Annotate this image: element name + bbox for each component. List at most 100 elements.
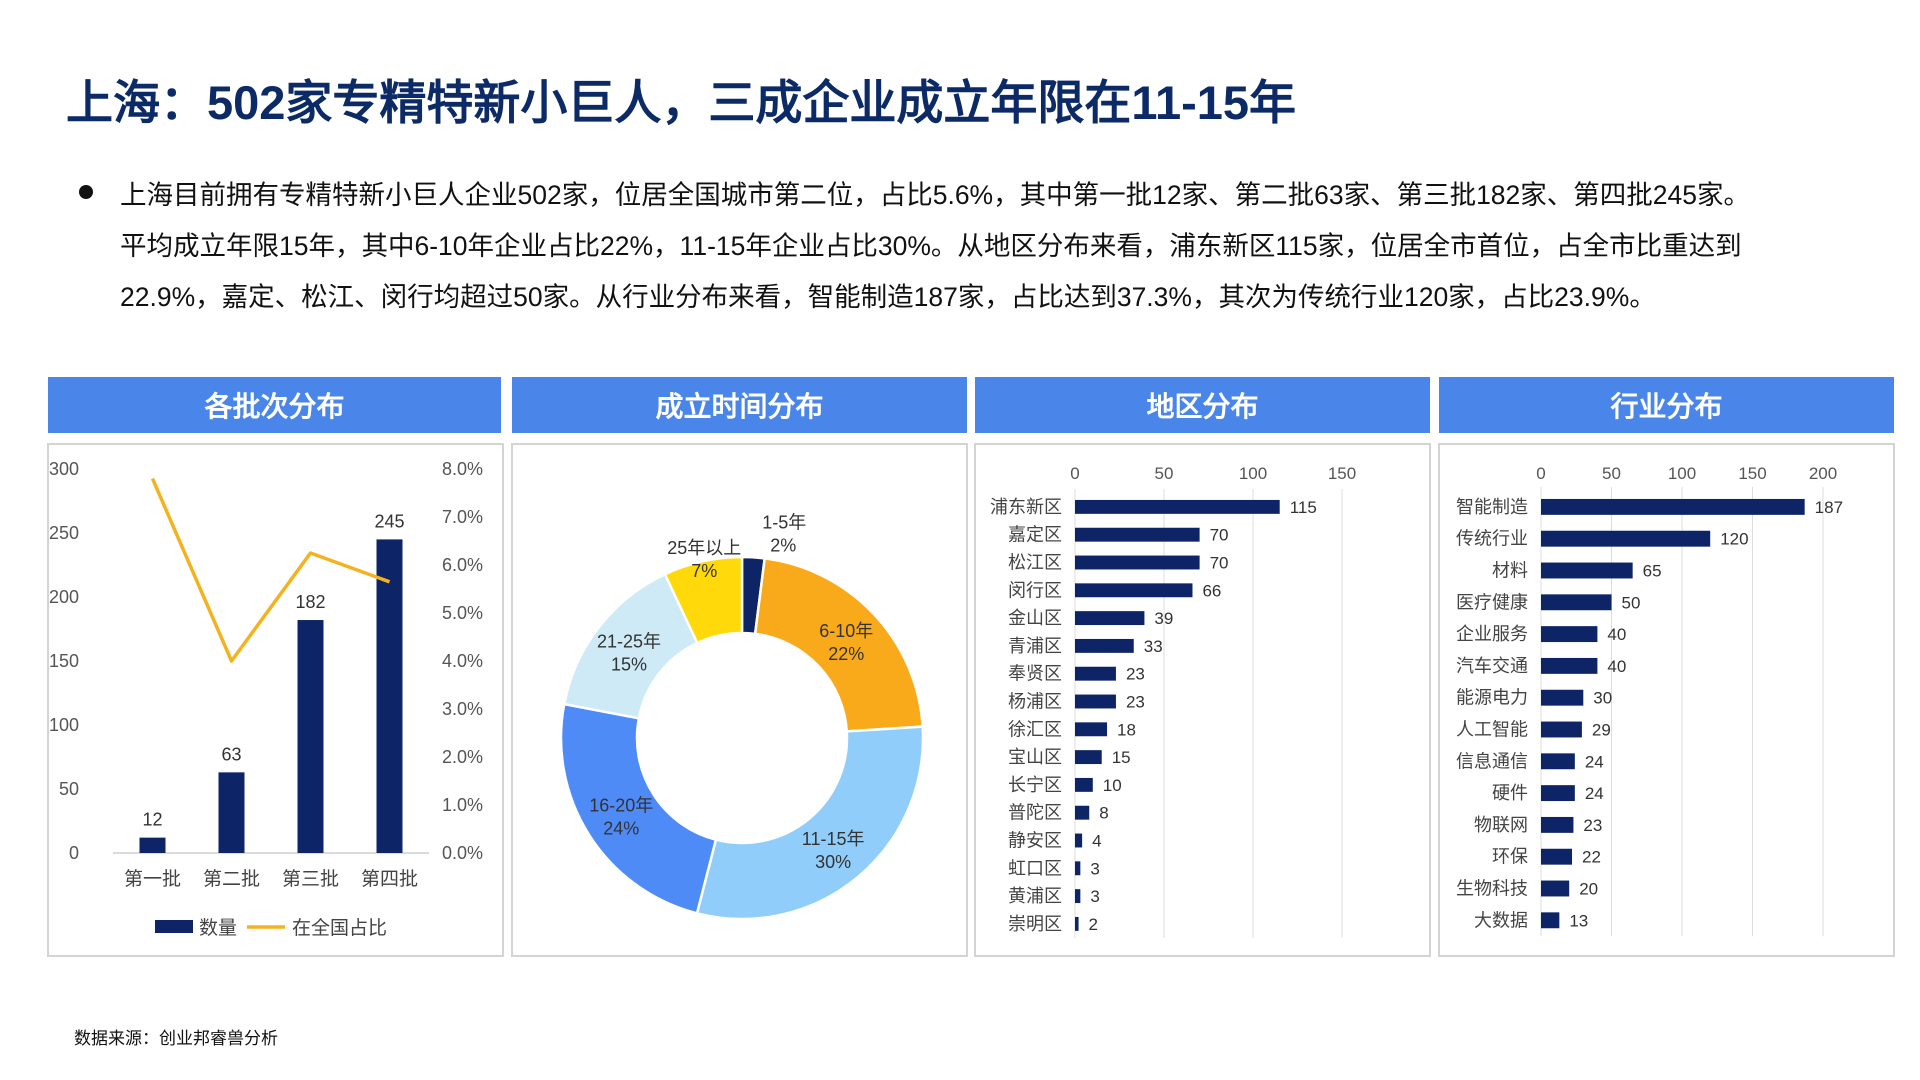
bar xyxy=(1075,916,1079,931)
category-label: 企业服务 xyxy=(1456,624,1528,644)
bar xyxy=(1541,530,1711,547)
bar xyxy=(1541,657,1598,674)
page-title: 上海：502家专精特新小巨人，三成企业成立年限在11-15年 xyxy=(66,76,1297,129)
donut-slice xyxy=(559,702,718,915)
bar xyxy=(1075,694,1116,709)
data-label: 23 xyxy=(1126,665,1145,684)
y2-tick-label: 0.0% xyxy=(442,843,483,863)
category-label: 能源电力 xyxy=(1456,688,1528,708)
y-tick-label: 200 xyxy=(49,587,79,607)
category-label: 徐汇区 xyxy=(1008,719,1062,739)
category-label: 嘉定区 xyxy=(1008,525,1062,545)
data-label: 120 xyxy=(1720,530,1748,549)
y2-tick-label: 4.0% xyxy=(442,651,483,671)
batch-chart-panel: 0 50 100 150 200 250 300 0.0% 1.0% 2.0% 3.0% 4.0% 5.… xyxy=(47,443,504,957)
category-label: 静安区 xyxy=(1008,831,1062,851)
slice-percent: 2% xyxy=(770,535,796,555)
category-label: 信息通信 xyxy=(1456,751,1528,771)
y-tick-label: 150 xyxy=(49,651,79,671)
category-label: 医疗健康 xyxy=(1456,592,1528,612)
data-label: 23 xyxy=(1126,693,1145,712)
data-label: 40 xyxy=(1607,657,1626,676)
y-tick-label: 50 xyxy=(59,779,79,799)
slice-label: 1-5年 xyxy=(762,512,806,532)
category-label: 浦东新区 xyxy=(990,497,1062,517)
y-tick-label: 0 xyxy=(69,843,79,863)
bar xyxy=(1541,626,1598,643)
donut-slice xyxy=(695,725,925,921)
donut-slice xyxy=(663,555,744,645)
category-label: 崇明区 xyxy=(1008,914,1062,934)
x-tick-label: 150 xyxy=(1328,464,1356,483)
bar xyxy=(1541,785,1575,802)
bar xyxy=(218,772,245,853)
data-label: 13 xyxy=(1569,911,1588,930)
data-label: 245 xyxy=(374,511,404,531)
bar xyxy=(1075,638,1134,653)
bar xyxy=(376,539,403,853)
x-tick-label: 第二批 xyxy=(203,868,260,890)
category-label: 硬件 xyxy=(1492,783,1528,803)
slice-label: 25年以上 xyxy=(667,538,741,558)
category-label: 松江区 xyxy=(1008,553,1062,573)
bar xyxy=(1075,666,1116,681)
data-label: 2 xyxy=(1089,915,1098,934)
category-label: 金山区 xyxy=(1008,608,1062,628)
batch-combo-chart: 0 50 100 150 200 250 300 0.0% 1.0% 2.0% 3.0% 4.0% 5.… xyxy=(49,459,483,939)
slice-percent: 15% xyxy=(611,654,647,674)
x-tick-label: 0 xyxy=(1536,464,1545,483)
bar xyxy=(1541,753,1575,770)
paragraph-line: 22.9%，嘉定、松江、闵行均超过50家。从行业分布来看，智能制造187家，占比… xyxy=(120,282,1656,312)
data-label: 4 xyxy=(1092,832,1101,851)
x-tick-label: 200 xyxy=(1809,464,1837,483)
bar xyxy=(297,620,324,853)
data-label: 23 xyxy=(1583,816,1602,835)
x-tick-label: 第一批 xyxy=(124,868,181,890)
category-label: 闵行区 xyxy=(1008,580,1062,600)
data-label: 66 xyxy=(1202,581,1221,600)
category-label: 青浦区 xyxy=(1008,636,1062,656)
bar xyxy=(1541,594,1612,611)
bar xyxy=(1075,889,1081,904)
category-label: 杨浦区 xyxy=(1008,692,1062,712)
category-label: 生物科技 xyxy=(1456,879,1528,899)
bar xyxy=(1541,498,1805,515)
category-label: 大数据 xyxy=(1474,910,1528,930)
data-label: 33 xyxy=(1144,637,1163,656)
data-label: 18 xyxy=(1117,720,1136,739)
region-bar-chart: 0 50 100 150 浦东新区 115 嘉定区 70 松江区 70 闵行区 66 金山区 39 青浦区 3… xyxy=(990,464,1356,938)
paragraph-line: 上海目前拥有专精特新小巨人企业502家，位居全国城市第二位，占比5.6%，其中第… xyxy=(120,180,1750,210)
slice-label: 21-25年 xyxy=(597,631,661,651)
data-label: 65 xyxy=(1643,562,1662,581)
category-label: 材料 xyxy=(1492,561,1528,581)
age-donut-chart: 1-5年 2% 6-10年 22% 11-15年 30% 16-20年 24% 21-25年 15… xyxy=(559,512,925,921)
slice-percent: 30% xyxy=(815,852,851,872)
bar xyxy=(139,837,166,853)
data-label: 3 xyxy=(1090,887,1099,906)
bar xyxy=(1075,527,1200,542)
panel-header-industry: 行业分布 xyxy=(1439,377,1894,433)
x-tick-label: 第三批 xyxy=(282,868,339,890)
bar xyxy=(1541,721,1582,738)
data-label: 10 xyxy=(1103,776,1122,795)
bar xyxy=(1541,562,1633,579)
bar xyxy=(1541,880,1570,897)
series-line xyxy=(150,477,391,663)
data-label: 24 xyxy=(1585,752,1604,771)
data-label: 20 xyxy=(1579,880,1598,899)
legend-swatch xyxy=(155,920,193,933)
data-label: 24 xyxy=(1585,784,1604,803)
bar xyxy=(1075,777,1093,792)
category-label: 环保 xyxy=(1492,847,1528,867)
data-label: 70 xyxy=(1210,554,1229,573)
y-tick-label: 250 xyxy=(49,523,79,543)
y2-tick-label: 1.0% xyxy=(442,795,483,815)
bar xyxy=(1075,722,1108,737)
industry-chart-panel: 0 50 100 150 200 智能制造 187 传统行业 120 材料 65 医疗健康 50 企业服务… xyxy=(1438,443,1895,957)
panel-header-batch: 各批次分布 xyxy=(48,377,501,433)
data-label: 182 xyxy=(295,592,325,612)
summary-paragraph: 上海目前拥有专精特新小巨人企业502家，位居全国城市第二位，占比5.6%，其中第… xyxy=(120,170,1880,323)
data-label: 115 xyxy=(1290,498,1317,517)
bar xyxy=(1075,833,1083,848)
data-label: 50 xyxy=(1622,593,1641,612)
